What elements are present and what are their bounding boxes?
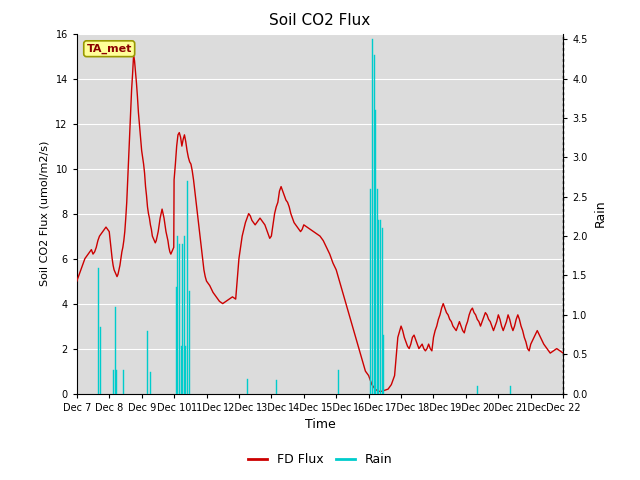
- Y-axis label: Soil CO2 Flux (umol/m2/s): Soil CO2 Flux (umol/m2/s): [40, 141, 50, 286]
- Y-axis label: Rain: Rain: [593, 200, 606, 228]
- Text: TA_met: TA_met: [86, 44, 132, 54]
- X-axis label: Time: Time: [305, 418, 335, 431]
- Title: Soil CO2 Flux: Soil CO2 Flux: [269, 13, 371, 28]
- Legend: FD Flux, Rain: FD Flux, Rain: [243, 448, 397, 471]
